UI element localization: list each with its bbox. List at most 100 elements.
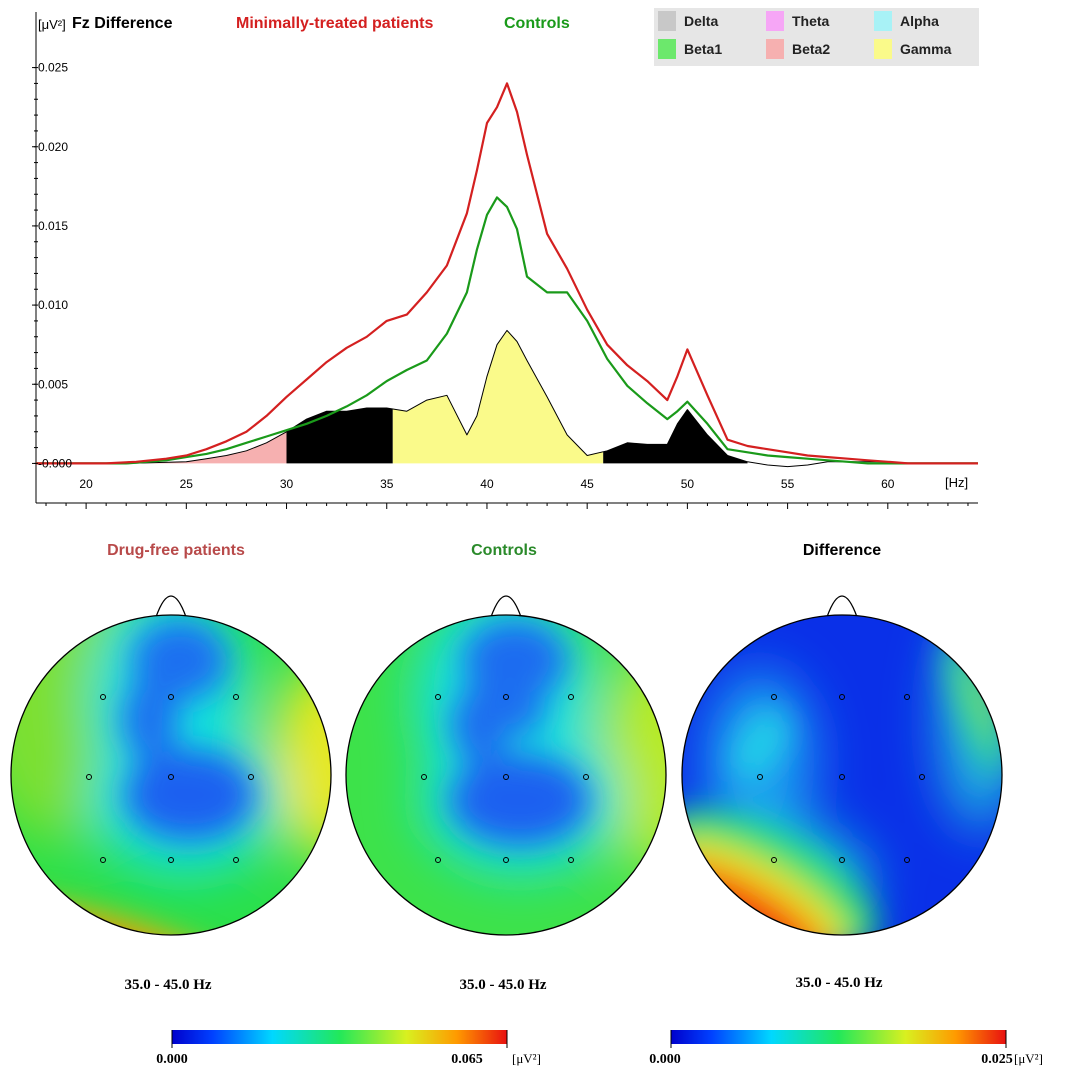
nose-icon xyxy=(155,595,187,618)
electrode-marker xyxy=(233,857,239,863)
colorbar-patients-controls: 0.000 0.065 [μV²] xyxy=(156,1030,541,1067)
legend-swatch-theta xyxy=(766,11,784,31)
legend-box xyxy=(654,8,979,66)
electrode-marker xyxy=(839,774,845,780)
electrode-marker xyxy=(503,774,509,780)
electrode-marker xyxy=(839,694,845,700)
electrode-marker xyxy=(100,857,106,863)
x-axis-unit: [Hz] xyxy=(945,475,968,490)
electrode-marker xyxy=(435,694,441,700)
colorbar-min: 0.000 xyxy=(156,1052,188,1067)
electrode-marker xyxy=(757,774,763,780)
electrode-marker xyxy=(435,857,441,863)
colorbar-difference: 0.000 0.025 [μV²] xyxy=(649,1030,1043,1067)
electrode-marker xyxy=(904,694,910,700)
electrode-marker xyxy=(771,694,777,700)
electrode-marker xyxy=(919,774,925,780)
legend-label-gamma: Gamma xyxy=(900,41,952,57)
series-line-controls xyxy=(36,196,978,465)
x-tick-label: 45 xyxy=(580,477,594,491)
colorbar-gradient xyxy=(172,1030,507,1044)
band-fill-gamma-high xyxy=(603,409,748,464)
legend-label-beta1: Beta1 xyxy=(684,41,722,57)
x-tick-label: 35 xyxy=(380,477,394,491)
legend-label-alpha: Alpha xyxy=(900,13,939,29)
nose-icon xyxy=(490,595,522,618)
y-ticks: -0.000 0.005 0.010 0.015 0.020 0.025 xyxy=(32,61,72,470)
topomap-drugfree xyxy=(10,595,332,936)
chart-title-controls: Controls xyxy=(504,15,570,32)
chart-title-fz: Fz Difference xyxy=(72,15,173,32)
topomap-title-drugfree: Drug-free patients xyxy=(107,542,245,559)
electrodes xyxy=(421,694,589,863)
band-fill-gamma xyxy=(392,330,604,464)
x-ticks: 20 25 30 35 40 45 50 55 60 xyxy=(45,477,969,509)
legend-swatch-delta xyxy=(658,11,676,31)
colorbar-max: 0.025 xyxy=(981,1052,1013,1067)
electrode-marker xyxy=(583,774,589,780)
legend-label-delta: Delta xyxy=(684,13,718,29)
x-tick-label: 55 xyxy=(781,477,795,491)
y-tick-label: 0.025 xyxy=(38,61,68,75)
y-tick-label: 0.020 xyxy=(38,140,68,154)
topomap-title-controls: Controls xyxy=(471,542,537,559)
legend-swatch-beta2 xyxy=(766,39,784,59)
electrode-marker xyxy=(421,774,427,780)
colorbar-unit: [μV²] xyxy=(1014,1051,1043,1066)
electrode-marker xyxy=(168,857,174,863)
band-fill-beta2 xyxy=(126,431,287,464)
y-tick-label: 0.015 xyxy=(38,219,68,233)
legend-swatch-beta1 xyxy=(658,39,676,59)
electrode-marker xyxy=(771,857,777,863)
topomap-range-controls: 35.0 - 45.0 Hz xyxy=(459,977,546,993)
colorbar-gradient xyxy=(671,1030,1006,1044)
topomap-range-difference: 35.0 - 45.0 Hz xyxy=(795,975,882,991)
electrode-marker xyxy=(568,857,574,863)
x-tick-label: 20 xyxy=(79,477,93,491)
band-fill-gamma-low xyxy=(286,408,393,464)
electrode-marker xyxy=(568,694,574,700)
electrode-marker xyxy=(168,694,174,700)
topomap-range-drugfree: 35.0 - 45.0 Hz xyxy=(124,977,211,993)
y-axis-unit: [μV²] xyxy=(38,17,66,32)
electrodes xyxy=(757,694,925,863)
legend-swatch-gamma xyxy=(874,39,892,59)
x-tick-label: 25 xyxy=(180,477,194,491)
topomap-difference xyxy=(681,595,1003,936)
colorbar-max: 0.065 xyxy=(451,1052,483,1067)
x-tick-label: 50 xyxy=(681,477,695,491)
y-tick-label: 0.005 xyxy=(38,377,68,391)
electrode-marker xyxy=(248,774,254,780)
legend-label-beta2: Beta2 xyxy=(792,41,830,57)
legend-swatch-alpha xyxy=(874,11,892,31)
legend-label-theta: Theta xyxy=(792,13,830,29)
electrode-marker xyxy=(839,857,845,863)
electrodes xyxy=(86,694,254,863)
chart-title-patients: Minimally-treated patients xyxy=(236,15,433,32)
nose-icon xyxy=(826,595,858,618)
electrode-marker xyxy=(503,857,509,863)
electrode-marker xyxy=(168,774,174,780)
y-tick-label: 0.010 xyxy=(38,298,68,312)
x-tick-label: 60 xyxy=(881,477,895,491)
plot-area xyxy=(36,82,978,468)
band-legend: Delta Theta Alpha Beta1 Beta2 Gamma xyxy=(654,8,979,66)
electrode-marker xyxy=(100,694,106,700)
colorbar-min: 0.000 xyxy=(649,1052,681,1067)
colorbar-unit: [μV²] xyxy=(512,1051,541,1066)
topomap-title-difference: Difference xyxy=(803,542,881,559)
electrode-marker xyxy=(233,694,239,700)
x-tick-label: 40 xyxy=(480,477,494,491)
head-outline xyxy=(681,614,1003,936)
y-tick-label: -0.000 xyxy=(38,456,72,470)
topomap-controls xyxy=(345,595,667,936)
spectrum-chart: Fz Difference Minimally-treated patients… xyxy=(32,8,979,509)
head-outline xyxy=(345,614,667,936)
electrode-marker xyxy=(904,857,910,863)
head-outline xyxy=(10,614,332,936)
electrode-marker xyxy=(86,774,92,780)
series-line-minimally-treated-patients xyxy=(36,82,978,465)
x-tick-label: 30 xyxy=(280,477,294,491)
electrode-marker xyxy=(503,694,509,700)
